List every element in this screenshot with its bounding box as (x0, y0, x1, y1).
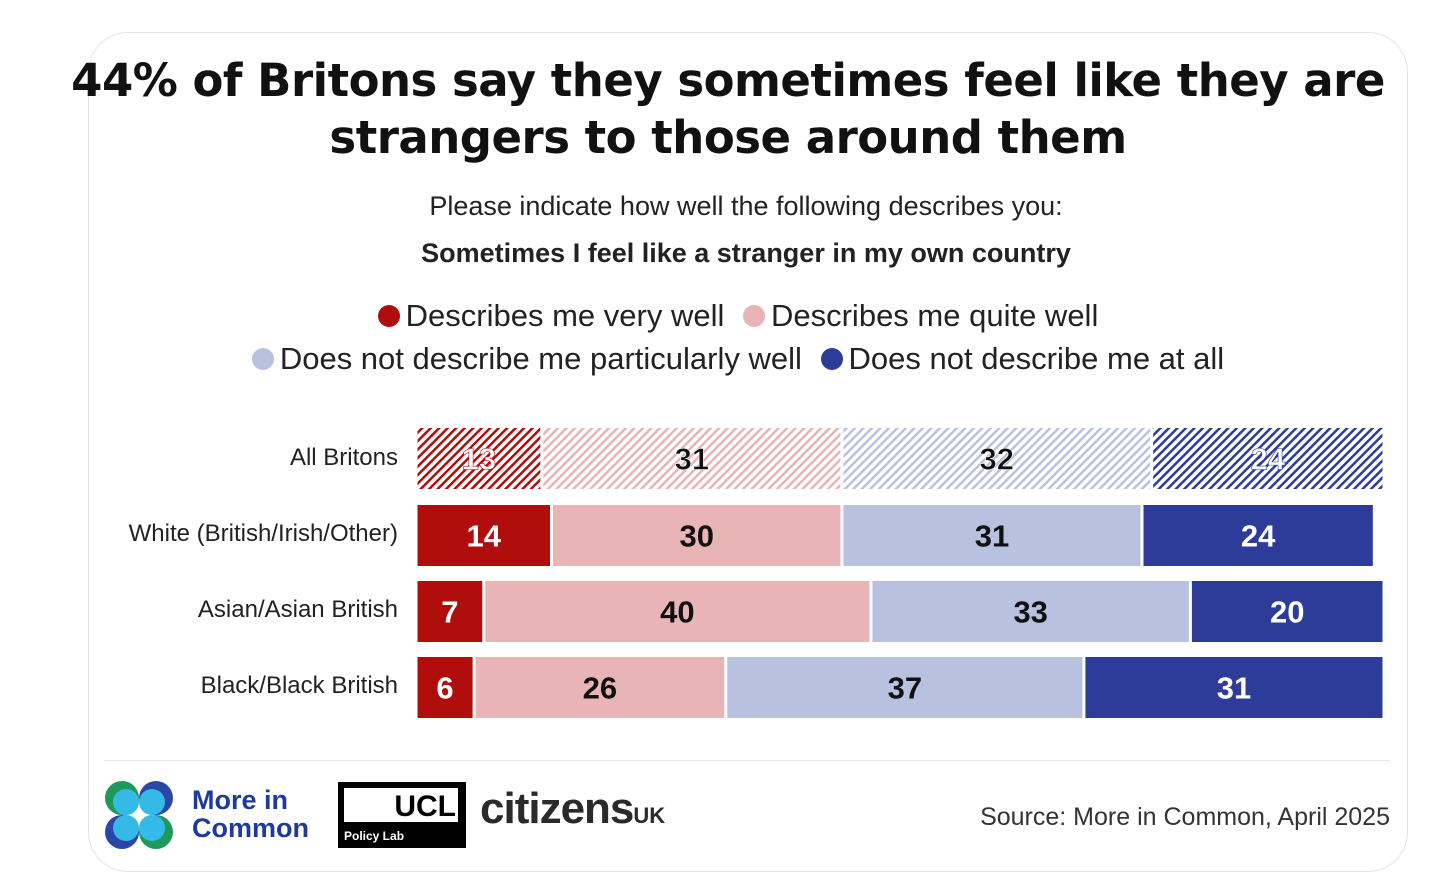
legend-swatch (742, 305, 765, 327)
bar-segment (475, 657, 725, 718)
source-note: Source: More in Common, April 2025 (980, 803, 1390, 831)
chart-card (88, 32, 1408, 872)
bar-segment (1191, 581, 1383, 642)
category-label: Black/Black British (200, 672, 398, 699)
data-label: 40 (660, 595, 694, 630)
data-label: 24 (1241, 519, 1276, 554)
data-label: 14 (467, 519, 502, 554)
data-label: 24 (1251, 442, 1286, 477)
bar-segment (872, 581, 1189, 642)
logo-text: citizens (480, 784, 634, 833)
title-line-2: strangers to those around them (329, 111, 1127, 164)
statement-text: Sometimes I feel like a stranger in my o… (421, 238, 1071, 268)
logo-text: More in (192, 785, 289, 815)
bar-segment (417, 581, 483, 642)
citizens-uk-logo: citizensUK (480, 784, 665, 834)
question-text: Please indicate how well the following d… (429, 191, 1063, 221)
bar-segment (417, 428, 541, 489)
data-label: 31 (975, 519, 1009, 554)
bar-segment (1143, 505, 1373, 566)
category-label: White (British/Irish/Other) (128, 520, 398, 547)
bar-segment (727, 657, 1083, 718)
more-in-common-logo-icon (105, 781, 173, 849)
data-label: 26 (583, 671, 617, 706)
legend-swatch (251, 348, 274, 370)
legend-label: Describes me quite well (770, 298, 1099, 333)
more-in-common-logo: More in Common (192, 786, 309, 842)
legend-label: Describes me very well (405, 298, 725, 333)
bar-segment (485, 581, 870, 642)
legend-swatch (377, 305, 400, 327)
bar-segment (553, 505, 841, 566)
bar-segment (843, 428, 1151, 489)
logo-text: UCL (394, 790, 456, 823)
data-label: 33 (1013, 595, 1047, 630)
bar-segment (1153, 428, 1383, 489)
category-label: Asian/Asian British (197, 596, 398, 623)
data-label: 31 (1217, 671, 1251, 706)
data-label: 37 (888, 671, 922, 706)
data-label: 30 (679, 519, 713, 554)
chart-title: 44% of Britons say they sometimes feel l… (0, 52, 1456, 166)
bar-segment (1085, 657, 1383, 718)
legend-row-1: Describes me very well Describes me quit… (0, 298, 1456, 334)
data-label: 7 (441, 595, 458, 630)
bar-segment (843, 505, 1141, 566)
data-label: 6 (436, 671, 453, 706)
logo-text: Common (192, 813, 309, 843)
bar-segment (417, 505, 551, 566)
bar-segment (417, 657, 473, 718)
data-label: 31 (675, 442, 709, 477)
data-label: 20 (1270, 595, 1304, 630)
ucl-policy-lab-logo: UCL Policy Lab (338, 782, 466, 848)
logo-text: UK (633, 803, 666, 828)
legend-label: Does not describe me at all (848, 341, 1225, 376)
title-line-1: 44% of Britons say they sometimes feel l… (71, 54, 1385, 107)
data-label: 13 (462, 442, 496, 477)
legend-swatch (820, 348, 843, 370)
data-label: 32 (980, 442, 1014, 477)
logo-text: Policy Lab (344, 829, 405, 843)
category-label: All Britons (289, 444, 398, 471)
bar-segment (543, 428, 841, 489)
divider (104, 760, 1390, 761)
legend-row-2: Does not describe me particularly well D… (0, 341, 1456, 377)
legend-label: Does not describe me particularly well (279, 341, 802, 376)
